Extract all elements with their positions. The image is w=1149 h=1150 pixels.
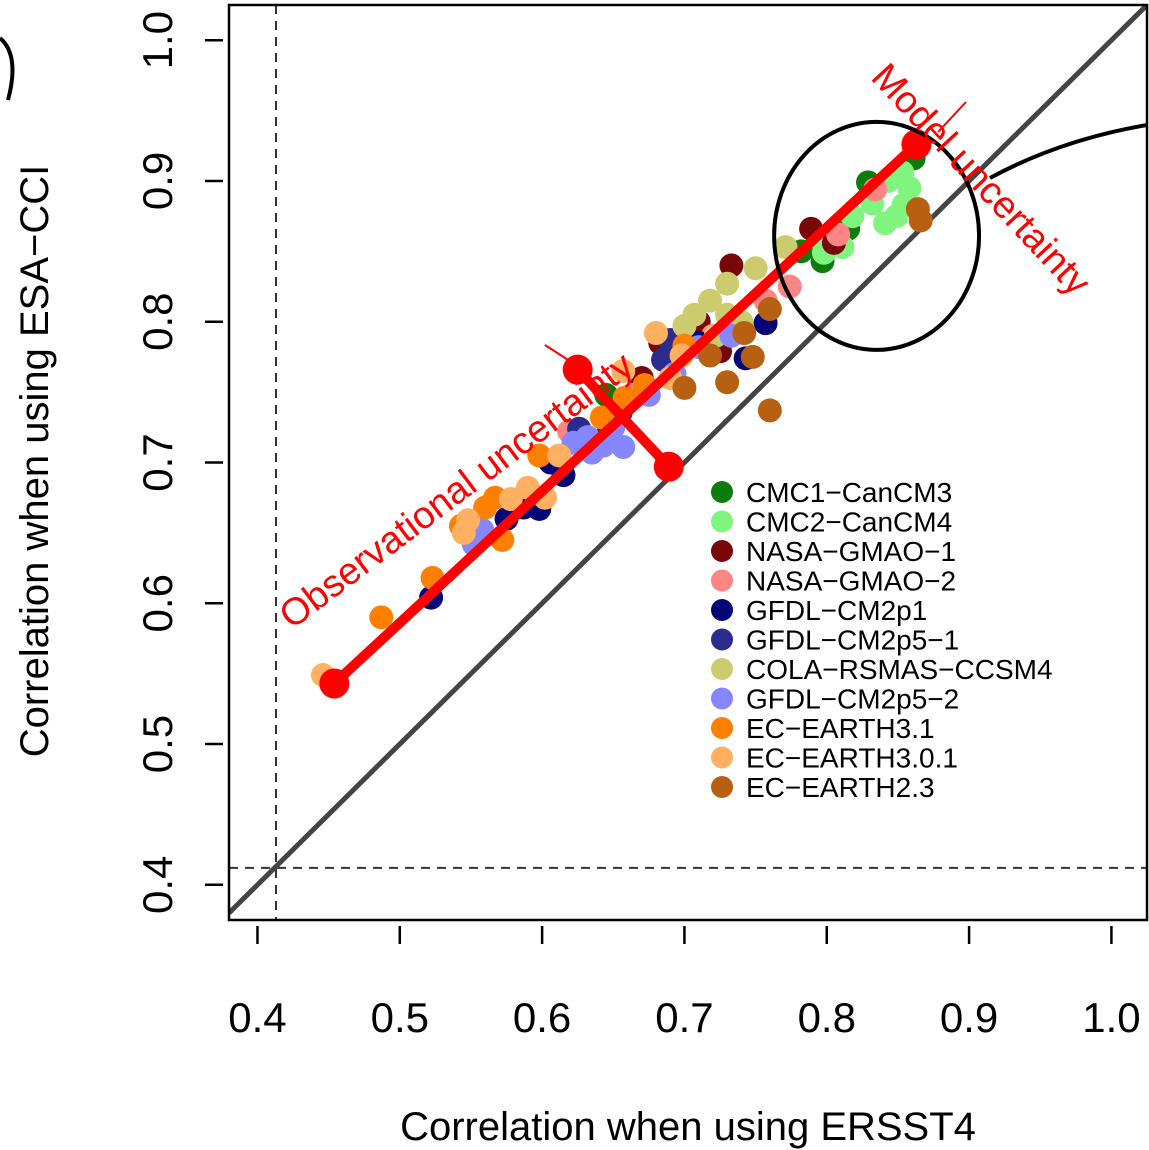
- scatter-point-10-6: [715, 370, 740, 395]
- scatter-point-9-7: [611, 359, 636, 383]
- line-end-point-0: [319, 668, 350, 699]
- scatter-point-7-5: [611, 435, 636, 460]
- legend-marker-0: [711, 481, 733, 503]
- legend-label-9: EC−EARTH3.0.1: [746, 743, 958, 774]
- y-tick-label-0: 0.4: [134, 856, 181, 914]
- legend-marker-9: [711, 746, 733, 769]
- scatter-point-6-2: [715, 271, 740, 296]
- legend-label-10: EC−EARTH2.3: [746, 772, 935, 803]
- legend-marker-10: [711, 776, 733, 798]
- legend-label-7: GFDL−CM2p5−2: [746, 684, 959, 715]
- plot-area: [229, 5, 1147, 920]
- y-axis-label: Correlation when using ESA−CCI: [13, 165, 57, 758]
- legend-marker-1: [711, 510, 733, 533]
- y-tick-label-3: 0.7: [134, 433, 181, 491]
- scatter-point-9-3: [498, 487, 523, 512]
- y-tick-label-4: 0.8: [134, 293, 181, 351]
- scatter-point-8-6: [527, 443, 552, 468]
- legend-marker-2: [711, 540, 733, 562]
- scatter-point-6-3: [698, 288, 723, 313]
- legend-marker-6: [711, 658, 733, 680]
- legend-marker-4: [711, 599, 733, 621]
- legend-label-6: COLA−RSMAS−CCSM4: [746, 654, 1053, 685]
- plot-frame: [227, 3, 1149, 922]
- legend-marker-8: [711, 717, 733, 739]
- perpendicular-line: [572, 364, 674, 472]
- scatter-point-6-0: [773, 235, 798, 260]
- legend-label-0: CMC1−CanCM3: [746, 477, 952, 508]
- x-tick-label-1: 0.5: [371, 994, 429, 1041]
- scatter-point-9-2: [456, 508, 481, 533]
- edge-curve-line: [0, 36, 15, 101]
- scatter-point-9-6: [547, 443, 572, 468]
- observational-uncertainty-label: Observational uncertainty: [272, 344, 641, 637]
- x-axis-label: Correlation when using ERSST4: [400, 1105, 976, 1149]
- legend-marker-7: [711, 687, 733, 710]
- ellipse-pointer-line: [989, 123, 1148, 180]
- x-tick-label-0: 0.4: [228, 994, 286, 1041]
- legend-marker-5: [711, 628, 733, 651]
- axes: 0.4 0.5 0.6 0.7 0.8 0.9 1.0 0.4 0.5 0.6 0.7 0.8 0.9 1…: [134, 11, 1141, 1041]
- scatter-point-10-1: [908, 208, 933, 233]
- identity-line: [229, 5, 1147, 915]
- x-tick-label-4: 0.8: [798, 994, 856, 1041]
- legend-label-4: GFDL−CM2p1: [746, 595, 927, 626]
- scatter-point-8-0: [369, 605, 394, 630]
- legend-label-2: NASA−GMAO−1: [746, 536, 956, 567]
- scatter-point-10-8: [757, 398, 782, 423]
- legend-label-1: CMC2−CanCM4: [746, 507, 952, 538]
- y-tick-label-5: 0.9: [134, 152, 181, 210]
- y-tick-label-2: 0.6: [134, 574, 181, 632]
- legend-marker-3: [711, 569, 733, 592]
- scatter-point-6-5: [672, 313, 697, 338]
- scatter-point-9-8: [643, 320, 668, 345]
- obs-leader-line: [544, 344, 577, 366]
- scatter-point-10-2: [757, 297, 782, 322]
- legend: CMC1−CanCM3CMC2−CanCM4NASA−GMAO−1NASA−GM…: [711, 477, 1053, 803]
- y-tick-label-1: 0.5: [134, 715, 181, 773]
- uncertainty-ellipse: [772, 119, 982, 352]
- scatter-point-6-1: [743, 256, 768, 281]
- line-end-point-3: [653, 451, 684, 482]
- legend-label-5: GFDL−CM2p5−1: [746, 625, 959, 656]
- legend-label-8: EC−EARTH3.1: [746, 713, 935, 744]
- scatter-point-2-2: [719, 253, 744, 278]
- y-tick-label-6: 1.0: [134, 11, 181, 69]
- legend-label-3: NASA−GMAO−2: [746, 566, 956, 597]
- x-tick-label-6: 1.0: [1082, 994, 1140, 1041]
- scatter-point-10-4: [740, 344, 765, 369]
- x-tick-label-3: 0.7: [655, 994, 713, 1041]
- scatter-point-10-3: [732, 320, 757, 345]
- scatter-point-10-7: [672, 375, 697, 400]
- model-leader-line: [937, 101, 967, 133]
- x-tick-label-2: 0.6: [513, 994, 571, 1041]
- scatter-point-10-5: [698, 343, 723, 368]
- x-tick-label-5: 0.9: [940, 994, 998, 1041]
